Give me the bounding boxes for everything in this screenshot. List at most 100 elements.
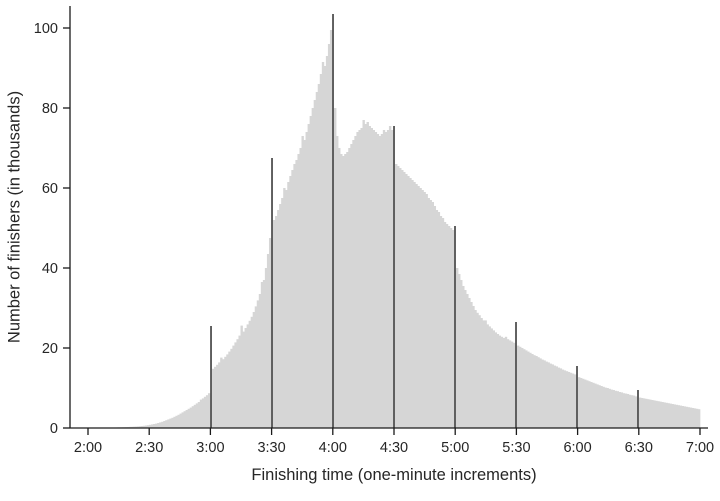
bar bbox=[167, 419, 170, 428]
bar bbox=[604, 387, 607, 428]
tick-labels: 0 20 40 60 80 100 2:00 2:30 3:00 3:30 4:00 4:30 5:00… bbox=[34, 21, 714, 456]
bar bbox=[606, 388, 609, 428]
bar bbox=[364, 124, 367, 428]
spike-bar bbox=[576, 366, 578, 428]
bar bbox=[411, 180, 414, 428]
bar bbox=[372, 130, 376, 428]
bar bbox=[201, 398, 205, 428]
bar bbox=[498, 335, 502, 428]
bar bbox=[695, 408, 699, 428]
bar bbox=[183, 411, 186, 428]
bar bbox=[301, 136, 304, 428]
bar bbox=[291, 170, 294, 428]
bar bbox=[397, 166, 400, 428]
bar bbox=[537, 357, 540, 428]
bar bbox=[191, 406, 195, 428]
bar bbox=[352, 140, 355, 428]
bar bbox=[466, 294, 469, 428]
bar bbox=[142, 425, 146, 428]
bar bbox=[260, 282, 264, 428]
bar bbox=[671, 404, 674, 428]
bar bbox=[334, 108, 337, 428]
x-axis-label: Finishing time (one-minute increments) bbox=[251, 466, 537, 484]
bar bbox=[169, 418, 172, 428]
bar bbox=[368, 126, 371, 428]
x-tick-label: 4:00 bbox=[319, 440, 347, 456]
bar bbox=[415, 184, 418, 428]
bar bbox=[262, 280, 266, 428]
bar bbox=[645, 398, 648, 428]
bar bbox=[531, 354, 534, 428]
bar bbox=[346, 152, 349, 428]
bar bbox=[535, 356, 538, 428]
bar bbox=[157, 423, 160, 428]
bar bbox=[358, 130, 361, 428]
bar bbox=[380, 134, 384, 428]
bar bbox=[675, 404, 678, 428]
bar bbox=[277, 210, 280, 428]
bar bbox=[386, 130, 390, 428]
bar bbox=[496, 334, 500, 428]
bar bbox=[258, 294, 262, 428]
bar bbox=[547, 362, 550, 428]
bar bbox=[401, 170, 404, 428]
bar bbox=[500, 336, 504, 428]
bar bbox=[472, 306, 475, 428]
bar bbox=[376, 134, 380, 428]
bar bbox=[659, 401, 662, 428]
bar bbox=[553, 365, 556, 428]
bar bbox=[234, 342, 237, 428]
bar bbox=[248, 320, 251, 428]
bar bbox=[641, 398, 644, 428]
bar bbox=[460, 280, 463, 428]
bar bbox=[409, 178, 412, 428]
bar bbox=[573, 374, 577, 428]
bar bbox=[647, 399, 650, 428]
bar bbox=[569, 372, 573, 428]
bar bbox=[519, 346, 522, 428]
bar bbox=[620, 392, 624, 428]
y-tick-label: 0 bbox=[50, 421, 58, 437]
bar bbox=[338, 148, 341, 428]
bar bbox=[256, 300, 260, 428]
y-tick-label: 40 bbox=[42, 261, 58, 277]
bar bbox=[149, 424, 152, 428]
bar bbox=[390, 130, 394, 428]
bar bbox=[395, 164, 398, 428]
bar bbox=[187, 408, 191, 428]
bar bbox=[199, 399, 203, 428]
bar bbox=[492, 330, 495, 428]
bar bbox=[275, 216, 278, 428]
bar bbox=[236, 339, 239, 428]
bar bbox=[594, 383, 597, 428]
bar bbox=[179, 413, 182, 428]
bar bbox=[557, 367, 561, 428]
bar bbox=[661, 402, 664, 428]
bar bbox=[697, 409, 701, 428]
bar bbox=[240, 325, 243, 428]
bar bbox=[486, 324, 489, 428]
bar bbox=[419, 188, 422, 428]
bar bbox=[374, 132, 378, 428]
bar bbox=[195, 403, 199, 428]
bar bbox=[144, 425, 148, 428]
bar bbox=[555, 366, 559, 428]
spike-bar bbox=[393, 126, 395, 428]
bar bbox=[413, 182, 416, 428]
bar bbox=[517, 345, 520, 428]
bar bbox=[506, 339, 510, 428]
tick-marks bbox=[63, 27, 701, 435]
x-tick-label: 3:00 bbox=[196, 440, 224, 456]
bar bbox=[366, 122, 369, 428]
bar bbox=[665, 402, 668, 428]
bar bbox=[175, 415, 178, 428]
bar bbox=[628, 394, 632, 428]
spike-bar bbox=[454, 226, 456, 428]
bar bbox=[228, 351, 231, 428]
bar bbox=[590, 382, 593, 428]
x-tick-label: 6:30 bbox=[625, 440, 653, 456]
x-tick-label: 3:30 bbox=[257, 440, 285, 456]
bar bbox=[171, 417, 174, 428]
